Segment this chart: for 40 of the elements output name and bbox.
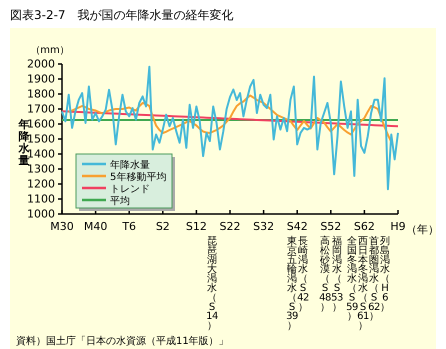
y-tick-label: 1300	[27, 162, 55, 176]
text: 琵琶湖大渇水（S14）	[206, 236, 218, 332]
y-tick-label: 1500	[27, 132, 55, 146]
x-tick-label: S22	[220, 220, 240, 233]
text: 長崎渇水（S42）	[297, 236, 309, 313]
text: 列島渇水（H6）	[380, 236, 390, 313]
text: 資料）国土庁「日本の水資源（平成11年版）」	[16, 335, 229, 347]
line-series	[61, 110, 399, 128]
text: 高松砂漠（S48）	[319, 235, 331, 313]
y-tick-label: 1600	[27, 118, 55, 131]
y-tick-label: 1900	[27, 72, 55, 86]
text: 福岡渇水（S53）	[331, 235, 343, 313]
line-series	[68, 94, 392, 143]
y-tick-label: 1800	[27, 88, 55, 101]
y-tick-label: 1100	[27, 192, 55, 206]
legend-label: トレンド	[110, 184, 150, 195]
y-tick-label: 2000	[27, 58, 55, 71]
y-tick-label: 1700	[27, 102, 55, 116]
chart-subtitle: （mm）	[30, 45, 70, 56]
x-tick-label: S42	[286, 220, 308, 233]
x-tick-label: S12	[186, 220, 207, 233]
x-tick-label: M40	[84, 220, 108, 233]
x-tick-label: H9	[390, 220, 406, 233]
legend-label: 平均	[110, 195, 130, 207]
x-tick-label: S2	[156, 220, 170, 233]
x-tick-label: M30	[50, 220, 74, 233]
legend-label: 5年移動平均	[110, 171, 166, 183]
text: 西日本冬渇水（S61）	[357, 236, 369, 332]
x-tick-label: S62	[354, 220, 375, 233]
x-tick-label: T6	[121, 220, 136, 233]
text: 東京五輪渇水（S39）	[286, 236, 298, 332]
x-tick-label: S32	[253, 220, 274, 233]
text: 全国冬渇水（S59）	[346, 236, 358, 322]
y-tick-label: 1000	[27, 208, 55, 221]
legend-label: 年降水量	[110, 159, 150, 171]
text: 首都圏渇水（S62）	[368, 236, 380, 322]
x-tick-label: S52	[320, 220, 342, 233]
y-tick-label: 1200	[27, 178, 55, 191]
chart-title: 図表3-2-7 我が国の年降水量の経年変化	[10, 8, 234, 22]
x-axis-title: （年）	[406, 223, 439, 236]
